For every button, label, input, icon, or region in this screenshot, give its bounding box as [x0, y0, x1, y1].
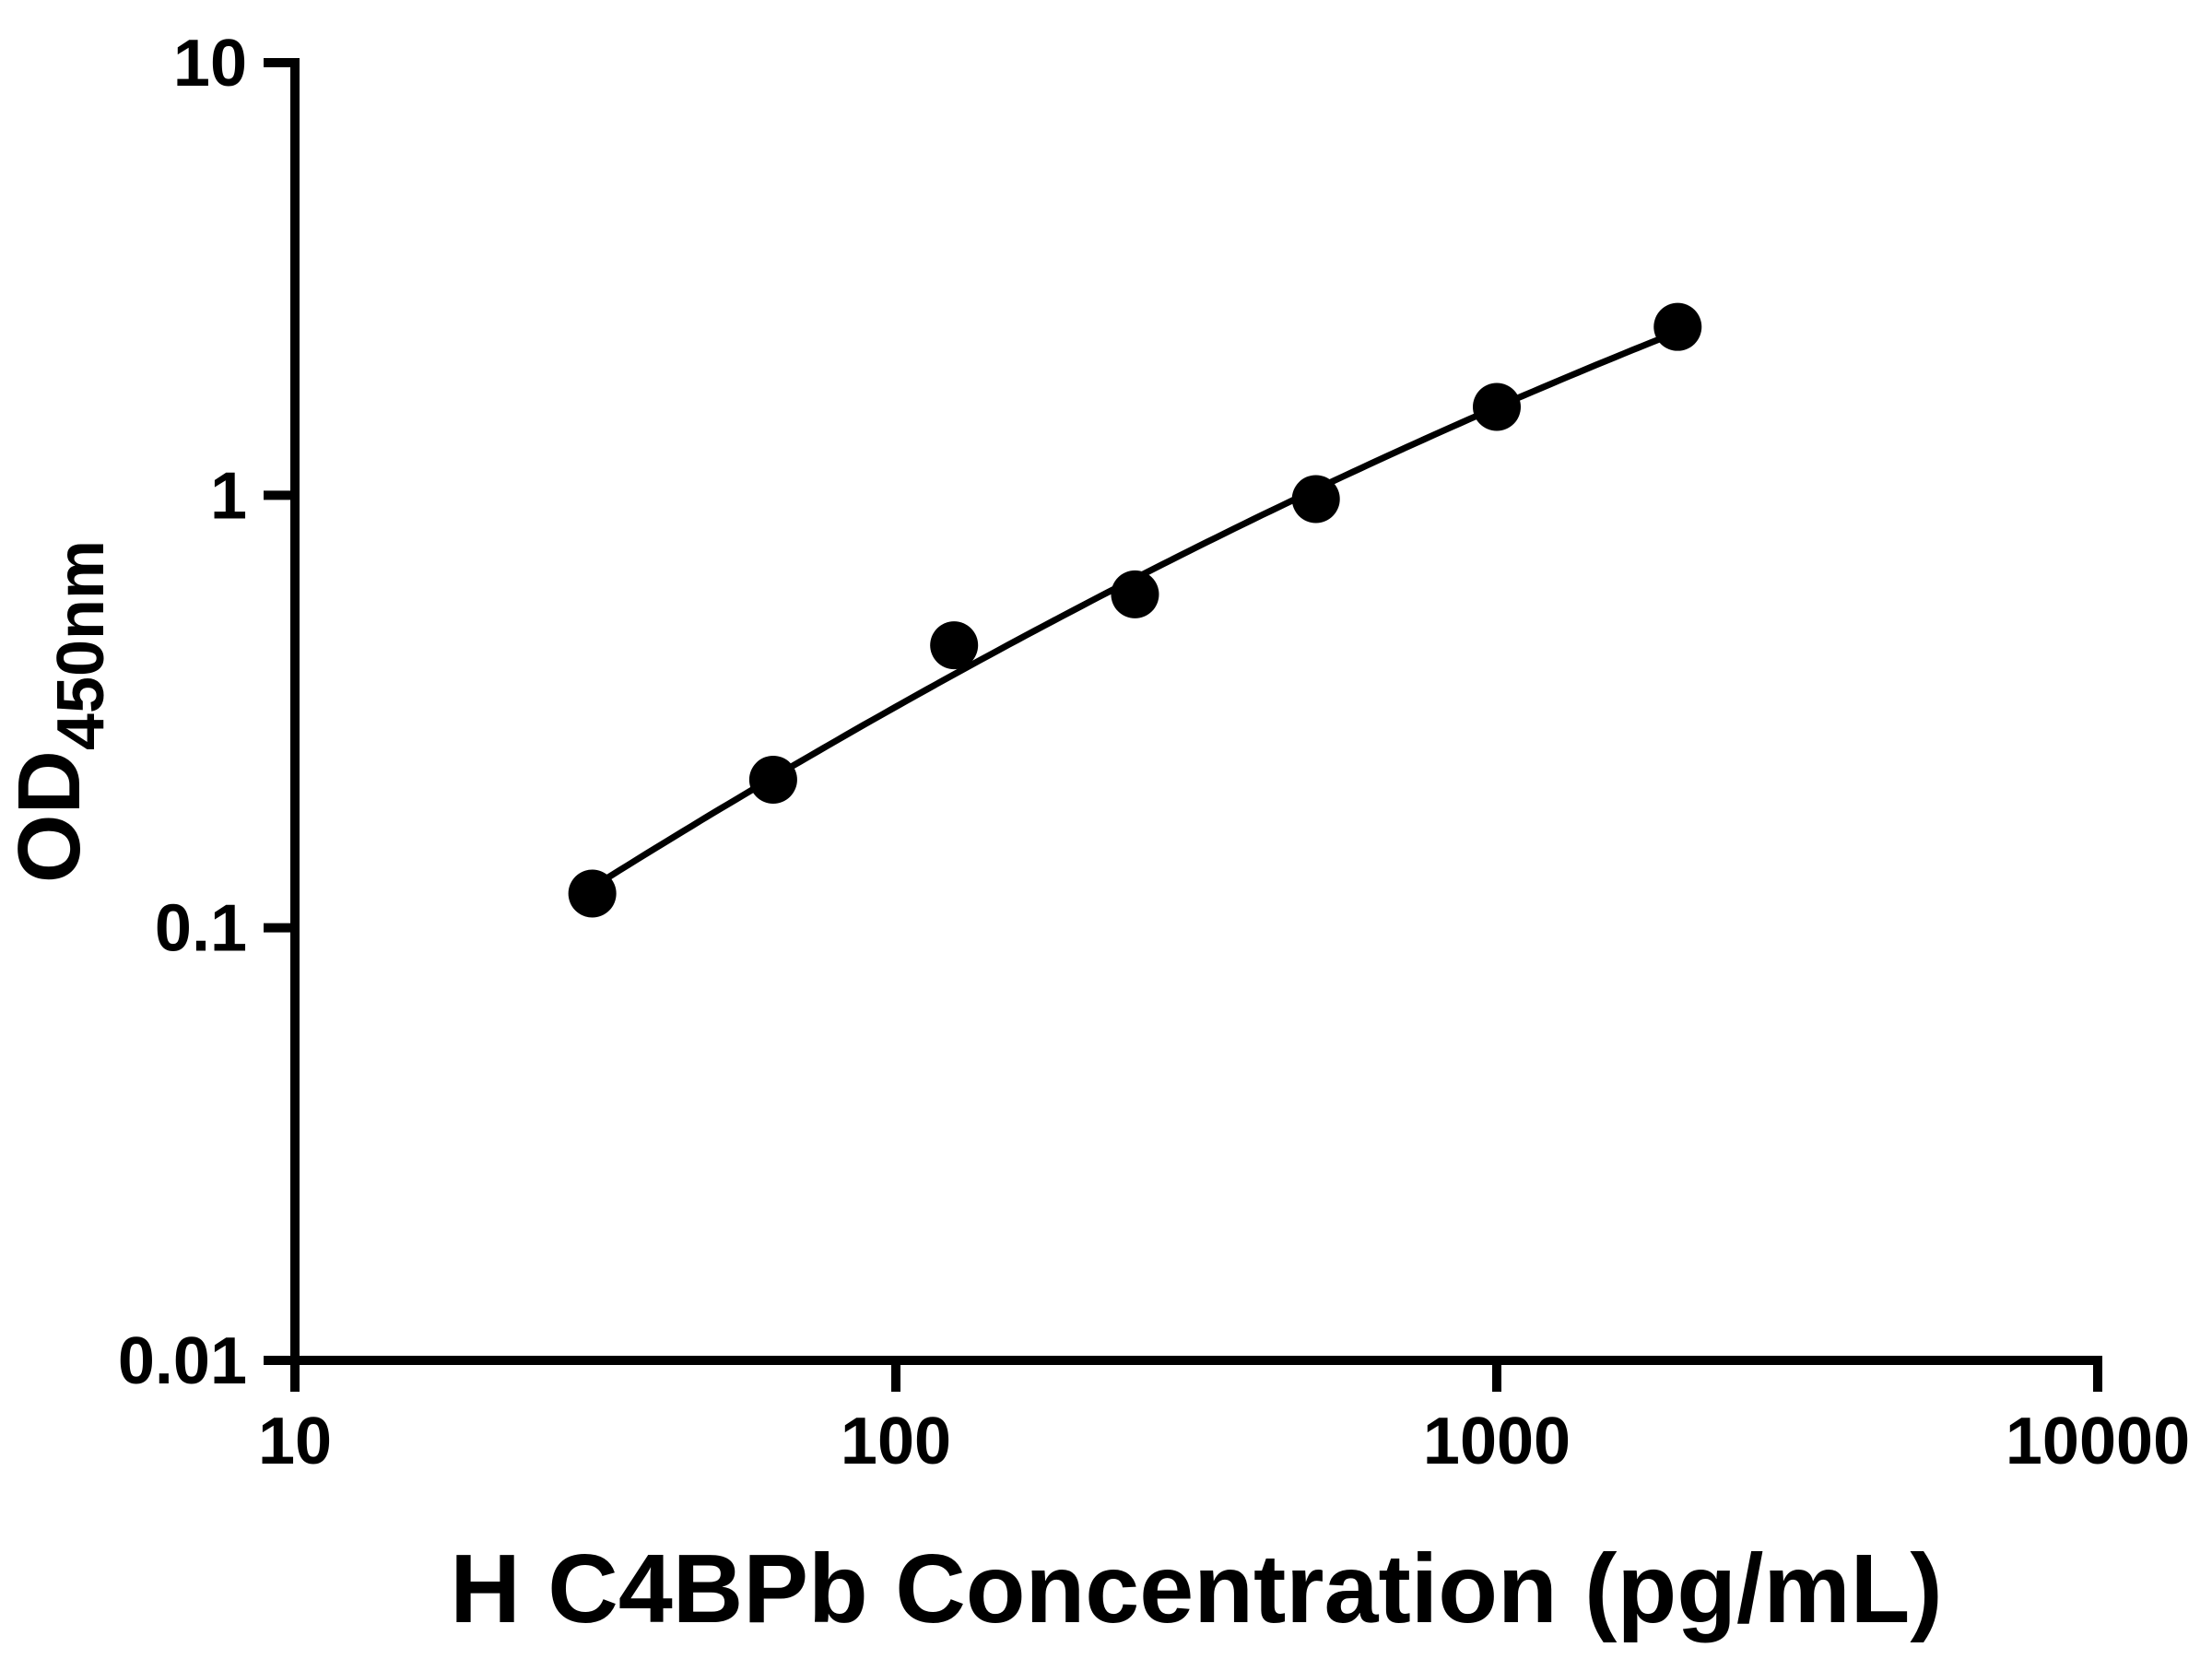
data-point	[1653, 302, 1702, 351]
x-tick-label: 10	[258, 1405, 332, 1478]
y-tick-label: 1	[210, 459, 247, 533]
x-tick-label: 10000	[2006, 1405, 2190, 1478]
y-axis-title-sub: 450nm	[44, 540, 118, 750]
plot-layer: 10 100 1000 10000 0.01 0.1 1 10	[118, 27, 2190, 1478]
x-tick-label: 1000	[1423, 1405, 1571, 1478]
axes-line	[290, 58, 2102, 1365]
y-tick-label: 10	[173, 27, 247, 100]
y-axis-title-main: OD	[0, 750, 99, 883]
data-point	[1111, 570, 1159, 618]
data-point	[1473, 382, 1521, 431]
data-point	[568, 869, 617, 918]
data-point	[748, 755, 797, 804]
x-axis-title: H C4BPb Concentration (pg/mL)	[450, 1535, 1942, 1643]
y-axis-title: OD450nm	[0, 540, 118, 883]
data-point	[930, 621, 979, 670]
y-tick-label: 0.1	[155, 892, 247, 966]
x-tick-label: 100	[841, 1405, 951, 1478]
y-tick-label: 0.01	[118, 1324, 247, 1398]
data-point	[1291, 475, 1340, 524]
